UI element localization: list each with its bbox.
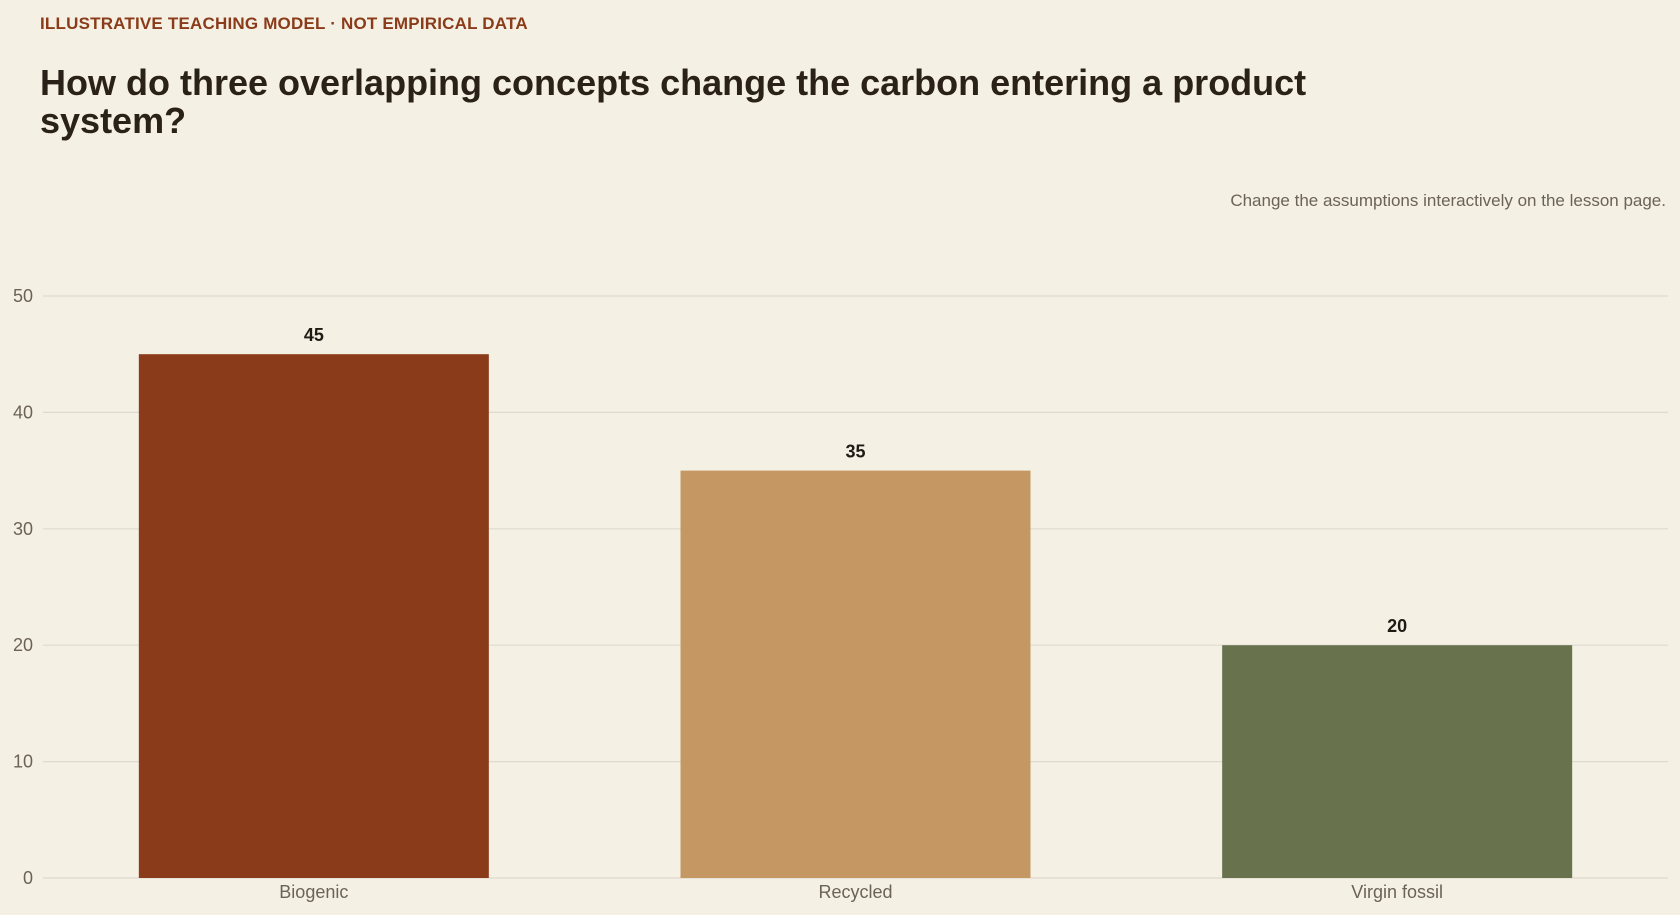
x-category-label: Virgin fossil <box>1351 882 1443 902</box>
bar-biogenic[interactable] <box>138 354 489 878</box>
data-label: 45 <box>304 325 324 345</box>
data-label: 35 <box>845 442 865 462</box>
kicker-label: ILLUSTRATIVE TEACHING MODEL · NOT EMPIRI… <box>40 14 528 33</box>
y-tick-label: 0 <box>23 868 33 888</box>
bar-recycled[interactable] <box>680 470 1031 878</box>
data-label: 20 <box>1387 616 1407 636</box>
x-category-label: Biogenic <box>279 882 348 902</box>
y-tick-label: 40 <box>13 402 33 422</box>
x-category-label: Recycled <box>818 882 892 902</box>
chart-title: How do three overlapping concepts change… <box>40 62 1307 141</box>
y-tick-label: 50 <box>13 286 33 306</box>
y-tick-label: 30 <box>13 519 33 539</box>
y-tick-label: 10 <box>13 752 33 772</box>
y-tick-label: 20 <box>13 635 33 655</box>
bar-virgin-fossil[interactable] <box>1222 645 1573 878</box>
interactive-note: Change the assumptions interactively on … <box>1230 191 1666 210</box>
